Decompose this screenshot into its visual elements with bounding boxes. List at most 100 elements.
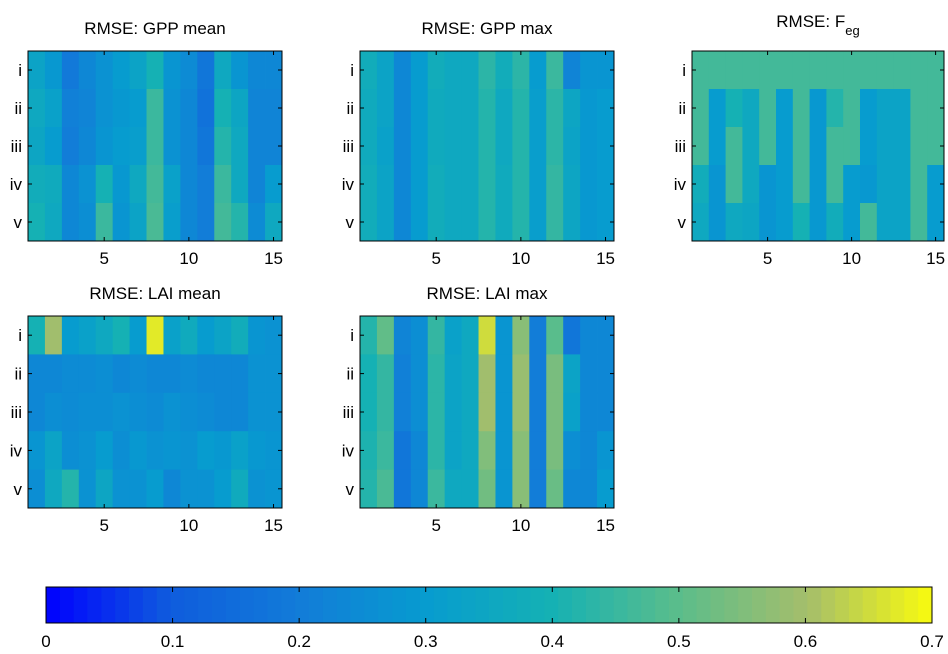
heatmap-cell [461, 127, 479, 166]
heatmap-cell [427, 392, 446, 432]
heatmap-cell [61, 203, 80, 242]
colorbar-tick-label: 0 [41, 632, 50, 651]
colorbar-segment [447, 587, 462, 623]
heatmap-cell [393, 392, 412, 432]
heatmap-cell [231, 392, 249, 432]
heatmap-cell [427, 431, 446, 470]
heatmap-cell [393, 431, 412, 470]
heatmap-cell [776, 51, 794, 90]
heatmap-cell [214, 392, 232, 432]
chart-title: RMSE: GPP max [422, 19, 553, 38]
colorbar-segment [502, 587, 518, 623]
heatmap-cell [393, 89, 412, 128]
heatmap-cell [563, 354, 581, 394]
heatmap-cell [546, 469, 564, 509]
heatmap-cell [129, 165, 147, 204]
colorbar-segment [807, 587, 822, 623]
y-tick-label: ii [14, 365, 22, 384]
heatmap-cell [180, 203, 198, 242]
heatmap-cell [597, 316, 615, 355]
colorbar-segment [696, 587, 711, 623]
heatmap-cell [546, 431, 564, 470]
heatmap-cell [231, 203, 249, 242]
heatmap-cell [826, 89, 844, 128]
colorbar-tick-label: 0.5 [667, 632, 691, 651]
heatmap-cell [776, 127, 794, 166]
heatmap-cell [546, 203, 564, 242]
heatmap-cell [163, 165, 181, 204]
colorbar-segment [627, 587, 642, 623]
heatmap-cell [180, 165, 198, 204]
heatmap-cell [792, 51, 810, 90]
heatmap-cell [44, 431, 63, 470]
colorbar-segment [59, 587, 75, 623]
colorbar: 0 0.1 0.2 0.3 0.4 0.5 0.6 0.7 [41, 586, 944, 651]
heatmap-cell [792, 165, 810, 204]
heatmap-cell [95, 165, 114, 204]
heatmap-cell [265, 354, 283, 394]
x-tick-label: 5 [431, 249, 440, 268]
heatmap-cell [248, 354, 266, 394]
heatmap-cell [360, 392, 378, 432]
chart-title: RMSE: LAI mean [89, 284, 220, 303]
heatmap-cell [708, 127, 726, 166]
heatmap-cell [478, 316, 496, 355]
heatmap-cell [163, 89, 181, 128]
heatmap-cell [360, 51, 378, 90]
heatmap-cell [444, 165, 462, 204]
heatmap-cell [927, 203, 945, 242]
heatmap-cell [360, 316, 378, 355]
heatmap-cell [529, 354, 547, 394]
heatmap-cell [910, 127, 928, 166]
heatmap-cell [826, 203, 844, 242]
heatmap-cell [78, 51, 97, 90]
heatmap-cell [163, 431, 181, 470]
chart-title: RMSE: Feg [776, 12, 859, 38]
heatmap-cell [860, 165, 878, 204]
heatmap-cell [265, 392, 283, 432]
heatmap-cell [78, 203, 97, 242]
colorbar-segment [752, 587, 767, 623]
heatmap-cell [95, 203, 114, 242]
heatmap-cell [563, 392, 581, 432]
heatmap-cell [129, 354, 147, 394]
heatmap-cell [376, 51, 395, 90]
heatmap-cell [461, 392, 479, 432]
heatmap-cell [444, 392, 462, 432]
heatmap-cell [129, 469, 147, 509]
colorbar-segment [821, 587, 836, 623]
heatmap-cell [180, 89, 198, 128]
colorbar-segment [225, 587, 241, 623]
y-tick-label: ii [678, 99, 686, 118]
heatmap-cell [129, 203, 147, 242]
heatmap-cell [910, 51, 928, 90]
heatmap-cell [197, 392, 215, 432]
heatmap-cell [376, 127, 395, 166]
heatmap-cell [461, 431, 479, 470]
heatmap-cell [44, 392, 63, 432]
heatmap-cell [393, 316, 412, 355]
heatmap-cell [792, 203, 810, 242]
heatmap-cell [512, 431, 530, 470]
heatmap-cell [78, 89, 97, 128]
x-tick-label: 5 [99, 516, 108, 535]
heatmap-cell [742, 165, 760, 204]
heatmap-cell [427, 469, 446, 509]
heatmap-cell [44, 165, 63, 204]
heatmap-cell [112, 89, 130, 128]
heatmap-cell [163, 354, 181, 394]
heatmap-cell [214, 127, 232, 166]
y-tick-label: v [346, 480, 355, 499]
colorbar-segment [862, 587, 878, 623]
y-tick-label: i [682, 61, 686, 80]
heatmap-cell [876, 89, 894, 128]
colorbar-segment [544, 587, 559, 623]
heatmap-cell [112, 431, 130, 470]
heatmap-cell [725, 165, 743, 204]
y-tick-label: iv [674, 175, 687, 194]
heatmap-cell [478, 89, 496, 128]
heatmap-cell [410, 354, 429, 394]
heatmap-cell [580, 392, 598, 432]
heatmap-cell [214, 431, 232, 470]
heatmap-cell [826, 51, 844, 90]
